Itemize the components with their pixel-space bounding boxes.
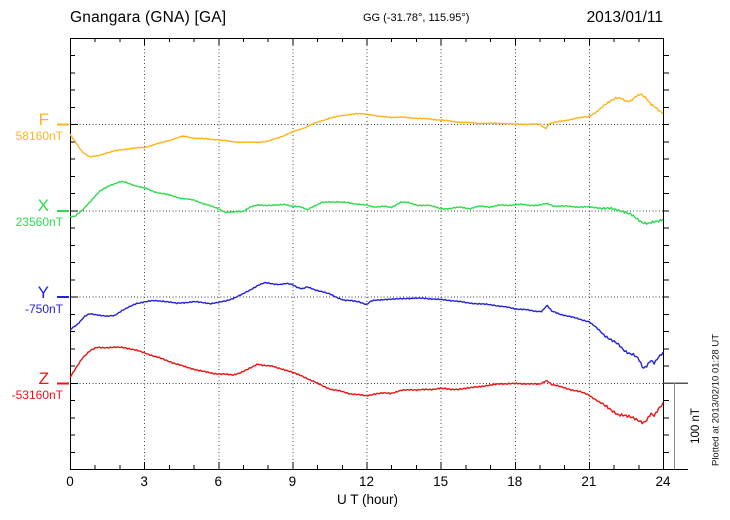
scale-bar xyxy=(663,382,688,470)
trace-Z xyxy=(69,346,664,425)
trace-baseline-value-X: 23560nT xyxy=(15,215,63,230)
trace-label-F: F xyxy=(38,110,49,130)
station-title: Gnangara (GNA) [GA] xyxy=(70,9,227,26)
x-tick-label-18: 18 xyxy=(507,474,523,489)
gridlines xyxy=(70,38,663,469)
x-tick-label-3: 3 xyxy=(140,474,148,489)
x-axis-title: U T (hour) xyxy=(336,492,399,507)
x-tick-label-24: 24 xyxy=(655,474,671,489)
x-tick-label-15: 15 xyxy=(433,474,449,489)
trace-label-Y: Y xyxy=(37,282,49,302)
trace-baseline-value-Y: -750nT xyxy=(24,301,63,316)
geo-coords-label: GG (-31.78°, 115.95°) xyxy=(363,12,470,24)
scale-bar-label: 100 nT xyxy=(690,408,702,444)
x-tick-label-21: 21 xyxy=(581,474,597,489)
x-tick-label-6: 6 xyxy=(214,474,222,489)
plot-timestamp-caption: Plotted at 2013/02/10 01:28 UT xyxy=(710,333,722,467)
x-ticks xyxy=(94,38,640,469)
trace-baseline-value-Z: -53160nT xyxy=(11,387,63,402)
y-ticks xyxy=(70,55,669,453)
baseline-markers xyxy=(57,123,69,385)
x-tick-label-9: 9 xyxy=(288,474,297,489)
x-tick-label-12: 12 xyxy=(358,474,375,489)
x-tick-label-0: 0 xyxy=(66,474,74,489)
trace-baseline-value-F: 58160nT xyxy=(15,129,63,144)
trace-Y xyxy=(69,281,664,369)
trace-label-X: X xyxy=(37,196,49,216)
trace-X xyxy=(69,180,664,225)
trace-F xyxy=(69,93,664,158)
trace-label-Z: Z xyxy=(38,368,49,388)
date-label: 2013/01/11 xyxy=(586,9,663,26)
